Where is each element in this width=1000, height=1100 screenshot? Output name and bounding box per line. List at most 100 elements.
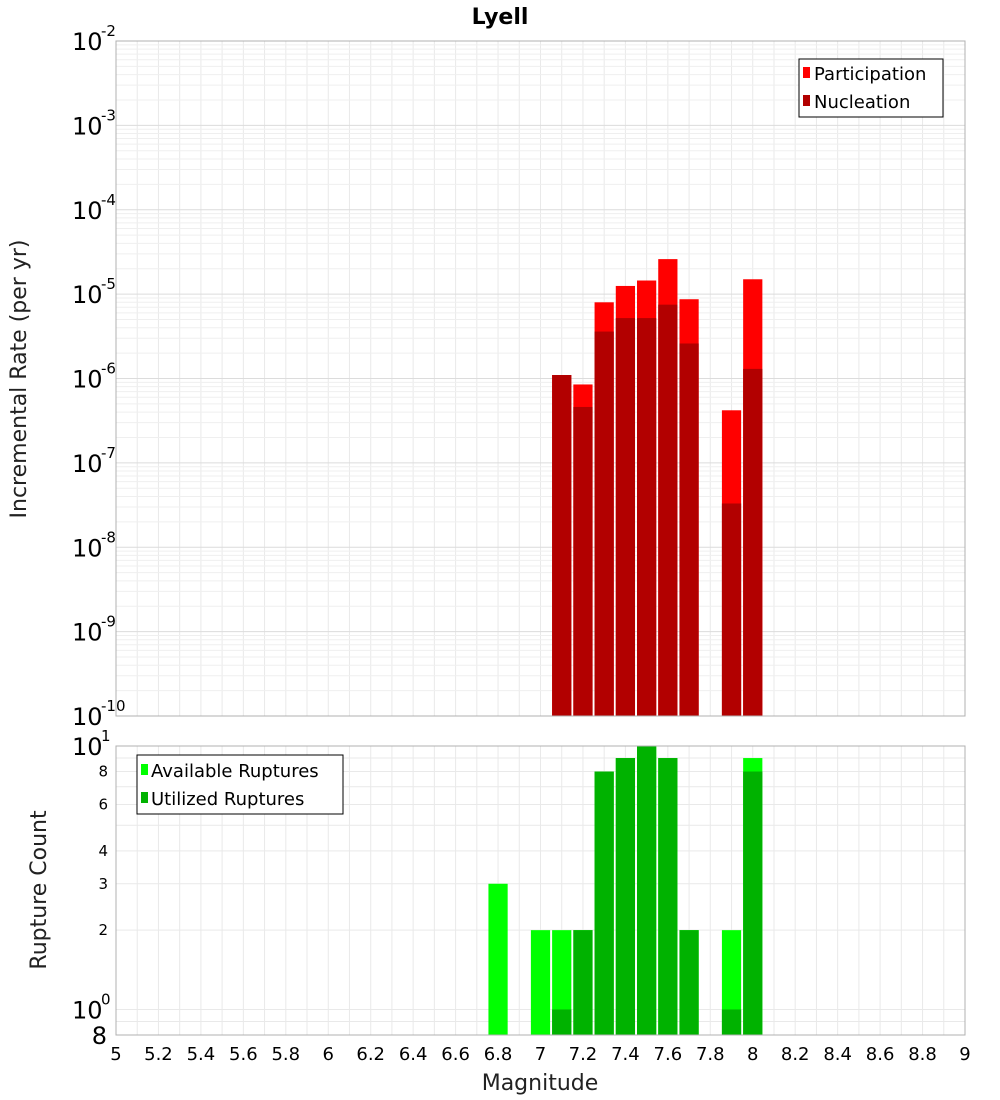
rate-y-tick-exponent: -4 — [101, 191, 116, 209]
rate-y-tick: 10-3 — [72, 106, 116, 140]
rate-nucleation-bar — [658, 304, 678, 716]
rate-y-tick-base: 10 — [72, 703, 103, 731]
x-axis-label: Magnitude — [482, 1071, 599, 1096]
count-utilized-ruptures-bar — [658, 758, 678, 1035]
rate-legend-box — [798, 58, 944, 118]
rate-y-tick: 10-7 — [72, 444, 116, 478]
x-tick-label: 8.4 — [823, 1044, 852, 1065]
rate-y-tick: 10-4 — [72, 191, 116, 225]
rate-nucleation-bar — [679, 343, 699, 716]
x-tick-label: 7.4 — [611, 1044, 640, 1065]
count-y-tick-label: 8 — [98, 763, 108, 781]
count-utilized-ruptures-bar — [721, 1009, 742, 1035]
x-tick-label: 8 — [747, 1044, 758, 1065]
chart-title: Lyell — [472, 5, 529, 30]
x-tick-label: 8.2 — [781, 1044, 810, 1065]
rate-nucleation-bar — [743, 368, 763, 716]
count-y-tick-base: 10 — [72, 733, 103, 761]
legend-swatch-utilized — [141, 792, 148, 803]
rate-y-tick: 10-6 — [72, 360, 116, 394]
x-tick-label: 7 — [535, 1044, 546, 1065]
x-tick-labels: 5 5.2 5.4 5.6 5.8 6 6.2 6.4 6.6 6.8 7 7.2 7.4 7.6 7.8 8… — [110, 1044, 970, 1065]
rate-y-tick-base: 10 — [72, 28, 103, 56]
rate-y-tick-exponent: -6 — [101, 360, 116, 378]
rate-y-tick: 10-5 — [72, 275, 116, 309]
rate-y-tick: 10-9 — [72, 613, 116, 647]
x-tick-label: 8.6 — [866, 1044, 895, 1065]
count-y-tick: 100 — [72, 990, 111, 1024]
count-available-ruptures-bar — [488, 883, 508, 1035]
count-available-ruptures-bar — [552, 930, 572, 1035]
x-tick-label: 5.8 — [271, 1044, 300, 1065]
count-y-tick-label: 3 — [98, 875, 108, 893]
x-tick-label: 6.2 — [356, 1044, 385, 1065]
legend-label-available: Available Ruptures — [151, 761, 319, 782]
legend-swatch-nucleation — [803, 95, 810, 106]
count-utilized-ruptures-bar — [743, 771, 763, 1035]
rate-y-tick-exponent: -10 — [101, 697, 126, 715]
count-available-ruptures-bar — [530, 930, 551, 1035]
rate-y-tick-base: 10 — [72, 281, 103, 309]
rate-y-tick-exponent: -5 — [101, 275, 116, 293]
count-y-tick-base: 10 — [72, 996, 103, 1024]
rate-y-axis-label: Incremental Rate (per yr) — [7, 240, 32, 519]
rate-y-tick-exponent: -2 — [101, 22, 116, 40]
count-utilized-ruptures-bar — [679, 930, 699, 1035]
rate-y-tick-base: 10 — [72, 112, 103, 140]
x-tick-label: 6.8 — [484, 1044, 513, 1065]
count-available-ruptures-bar — [721, 930, 742, 1035]
x-tick-label: 5 — [110, 1044, 121, 1065]
rate-y-tick-base: 10 — [72, 619, 103, 647]
count-utilized-ruptures-bar — [573, 930, 593, 1035]
legend-label-nucleation: Nucleation — [814, 92, 910, 113]
x-tick-label: 6.6 — [441, 1044, 470, 1065]
rate-y-tick-base: 10 — [72, 534, 103, 562]
count-utilized-ruptures-bar — [637, 746, 657, 1035]
legend-swatch-available — [141, 764, 148, 775]
x-tick-label: 5.6 — [229, 1044, 258, 1065]
rate-nucleation-bar — [594, 331, 614, 716]
rate-y-tick-exponent: -8 — [101, 528, 116, 546]
rate-y-tick: 10-2 — [72, 22, 116, 56]
x-tick-label: 5.2 — [144, 1044, 173, 1065]
rate-plot-bars — [552, 259, 763, 716]
count-legend-box — [136, 754, 344, 815]
count-utilized-ruptures-bar — [552, 1009, 572, 1035]
x-tick-label: 7.8 — [696, 1044, 725, 1065]
rate-legend: Participation Nucleation — [798, 58, 944, 118]
rate-y-tick-exponent: -7 — [101, 444, 116, 462]
x-tick-label: 9 — [959, 1044, 970, 1065]
x-tick-label: 7.6 — [654, 1044, 683, 1065]
rate-nucleation-bar — [552, 375, 572, 716]
legend-swatch-participation — [803, 67, 810, 78]
count-y-tick-label: 4 — [98, 842, 108, 860]
legend-label-utilized: Utilized Ruptures — [151, 789, 304, 810]
rate-nucleation-bar — [573, 406, 593, 716]
count-y-tick-label: 6 — [98, 795, 108, 813]
count-y-tick: 101 — [72, 727, 111, 761]
rate-plot-frame — [115, 40, 966, 717]
count-plot-frame — [115, 745, 966, 1036]
x-tick-label: 5.4 — [187, 1044, 216, 1065]
rate-nucleation-bar — [637, 318, 657, 716]
rate-y-tick-exponent: -9 — [101, 613, 116, 631]
legend-label-participation: Participation — [814, 64, 926, 85]
count-utilized-ruptures-bar — [615, 758, 636, 1035]
count-utilized-ruptures-bar — [594, 771, 614, 1035]
x-tick-label: 6.4 — [399, 1044, 428, 1065]
rate-nucleation-bar — [721, 503, 742, 716]
rate-y-tick-exponent: -3 — [101, 106, 116, 124]
rate-y-tick: 10-10 — [72, 697, 126, 731]
rate-plot-grid — [115, 41, 966, 717]
rate-y-tick-base: 10 — [72, 450, 103, 478]
count-legend: Available Ruptures Utilized Ruptures — [136, 754, 344, 815]
count-y-tick-label: 8 — [92, 1022, 107, 1050]
x-tick-label: 6 — [323, 1044, 334, 1065]
rate-nucleation-bar — [615, 318, 636, 716]
count-y-tick-exponent: 1 — [101, 727, 111, 745]
